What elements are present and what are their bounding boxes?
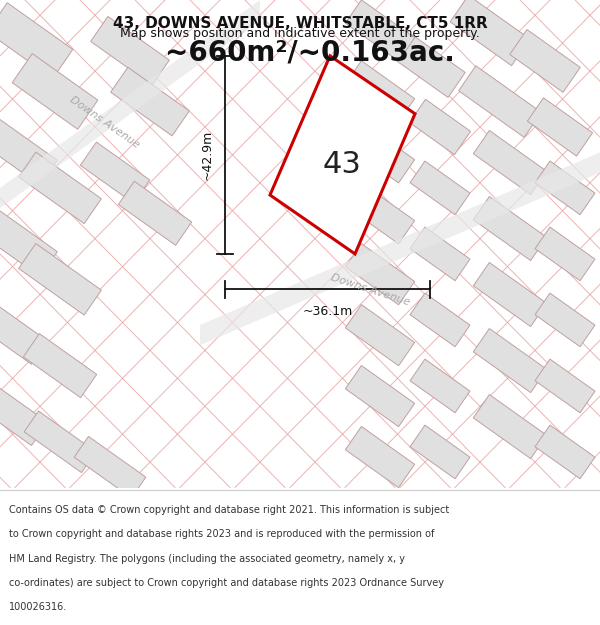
Text: ~660m²/~0.163ac.: ~660m²/~0.163ac.: [165, 38, 455, 66]
Polygon shape: [74, 436, 146, 498]
Polygon shape: [0, 388, 47, 446]
Polygon shape: [0, 306, 47, 364]
Polygon shape: [0, 211, 57, 277]
Polygon shape: [0, 119, 57, 185]
Polygon shape: [473, 131, 547, 194]
Polygon shape: [346, 304, 415, 366]
Polygon shape: [346, 122, 415, 183]
Polygon shape: [270, 56, 415, 254]
Text: ~36.1m: ~36.1m: [302, 305, 353, 318]
Text: co-ordinates) are subject to Crown copyright and database rights 2023 Ordnance S: co-ordinates) are subject to Crown copyr…: [9, 578, 444, 587]
Polygon shape: [346, 182, 415, 244]
Polygon shape: [409, 99, 470, 154]
Polygon shape: [346, 0, 415, 61]
Text: Map shows position and indicative extent of the property.: Map shows position and indicative extent…: [120, 27, 480, 40]
Polygon shape: [19, 244, 101, 315]
Polygon shape: [346, 426, 415, 488]
Text: 43, DOWNS AVENUE, WHITSTABLE, CT5 1RR: 43, DOWNS AVENUE, WHITSTABLE, CT5 1RR: [113, 16, 487, 31]
Text: Downs Avenue: Downs Avenue: [329, 272, 411, 307]
Polygon shape: [473, 394, 547, 459]
Polygon shape: [118, 181, 192, 246]
Text: 100026316.: 100026316.: [9, 602, 67, 612]
Polygon shape: [473, 196, 547, 261]
Polygon shape: [110, 68, 190, 136]
Polygon shape: [410, 161, 470, 215]
Polygon shape: [410, 425, 470, 479]
Polygon shape: [410, 227, 470, 281]
Polygon shape: [535, 161, 595, 215]
Text: HM Land Registry. The polygons (including the associated geometry, namely x, y: HM Land Registry. The polygons (includin…: [9, 554, 405, 564]
Polygon shape: [450, 0, 530, 66]
Polygon shape: [346, 244, 415, 305]
Polygon shape: [535, 293, 595, 347]
Polygon shape: [473, 329, 547, 392]
Text: 43: 43: [323, 150, 362, 179]
Polygon shape: [12, 54, 98, 129]
Polygon shape: [346, 366, 415, 427]
Polygon shape: [458, 66, 541, 138]
Polygon shape: [395, 34, 465, 98]
Polygon shape: [510, 29, 580, 92]
Text: Downs Avenue: Downs Avenue: [68, 94, 142, 150]
Text: Contains OS data © Crown copyright and database right 2021. This information is : Contains OS data © Crown copyright and d…: [9, 506, 449, 516]
Text: to Crown copyright and database rights 2023 and is reproduced with the permissio: to Crown copyright and database rights 2…: [9, 529, 434, 539]
Polygon shape: [23, 334, 97, 398]
Polygon shape: [535, 227, 595, 281]
Polygon shape: [19, 152, 101, 224]
Polygon shape: [91, 16, 169, 85]
Polygon shape: [0, 2, 73, 79]
Polygon shape: [24, 411, 96, 472]
Polygon shape: [346, 61, 415, 122]
Polygon shape: [80, 142, 149, 203]
Text: ~42.9m: ~42.9m: [200, 130, 214, 180]
Polygon shape: [410, 359, 470, 413]
Polygon shape: [200, 152, 600, 345]
Polygon shape: [473, 262, 547, 327]
Polygon shape: [0, 0, 260, 208]
Polygon shape: [535, 425, 595, 479]
Polygon shape: [535, 359, 595, 413]
Polygon shape: [410, 293, 470, 347]
Polygon shape: [527, 98, 593, 156]
